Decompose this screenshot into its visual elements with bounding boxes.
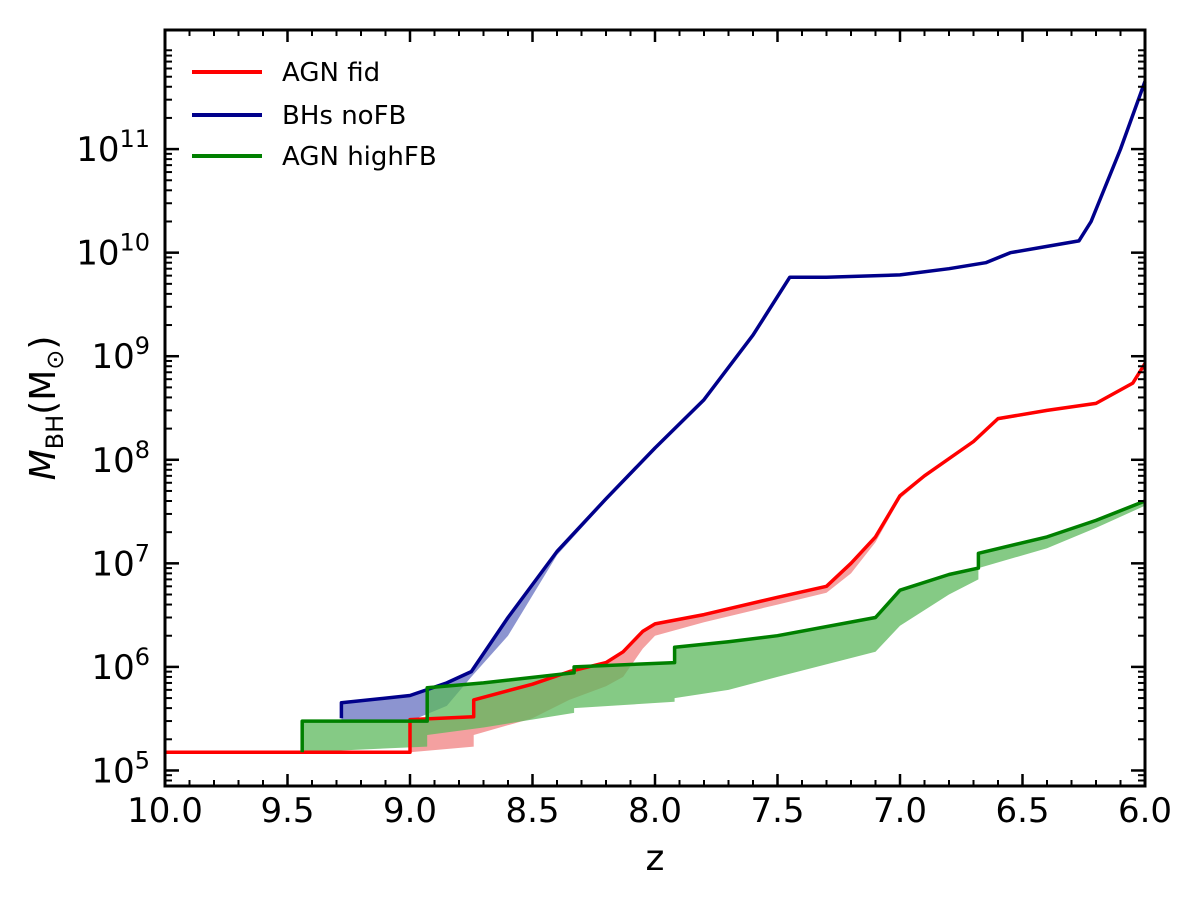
x-tick-label: 9.0	[383, 791, 437, 831]
y-tick-label: 109	[91, 332, 150, 377]
x-tick-label: 10.0	[127, 791, 203, 831]
x-tick-label: 8.0	[628, 791, 682, 831]
y-axis-label-unit-sub: ⊙	[41, 350, 69, 370]
y-axis-label-sub: BH	[41, 415, 69, 450]
line-bhs-nofb	[339, 80, 1147, 719]
x-tick-label: 7.5	[750, 791, 804, 831]
series-lines	[165, 80, 1147, 754]
legend-label-agn-fid: AGN fid	[282, 58, 380, 88]
y-tick-labels: 105 106 107 108 109 1010 1011	[76, 125, 150, 791]
y-tick-label: 106	[91, 643, 150, 688]
line-agn-fid	[165, 362, 1147, 754]
x-tick-label: 6.0	[1118, 791, 1172, 831]
x-tick-label: 8.5	[505, 791, 559, 831]
x-tick-label: 7.0	[873, 791, 927, 831]
y-axis-label: MBH(M⊙)	[23, 336, 69, 481]
plot-frame	[163, 28, 1147, 788]
y-tick-label: 108	[91, 436, 150, 481]
x-tick-label: 6.5	[995, 791, 1049, 831]
line-agn-highfb	[300, 499, 1146, 753]
legend-label-agn-highfb: AGN highFB	[282, 142, 437, 172]
x-axis-label: z	[646, 838, 665, 879]
y-axis-label-unit-open: (M	[23, 370, 64, 415]
y-tick-label: 105	[91, 746, 150, 791]
x-tick-labels: 10.0 9.5 9.0 8.5 8.0 7.5 7.0 6.5 6.0	[127, 791, 1172, 831]
y-tick-label: 107	[91, 539, 150, 584]
legend-label-bhs-nofb: BHs noFB	[282, 101, 406, 131]
y-tick-label: 1011	[76, 125, 150, 170]
y-axis-label-unit-close: )	[23, 336, 64, 350]
y-tick-label: 1010	[76, 229, 150, 274]
x-tick-label: 9.5	[260, 791, 314, 831]
legend: AGN fid BHs noFB AGN highFB	[192, 58, 437, 172]
y-axis-label-main: M	[23, 449, 64, 480]
